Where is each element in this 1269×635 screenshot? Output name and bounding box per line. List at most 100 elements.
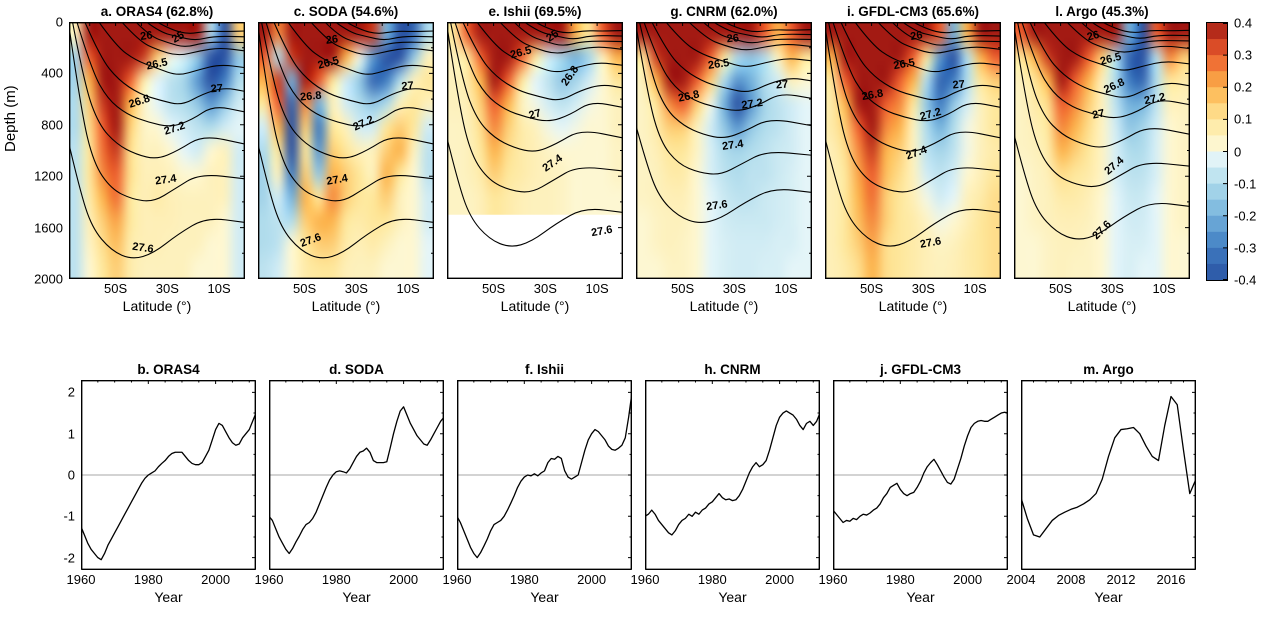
timeseries-canvas-f [457, 380, 632, 570]
colorbar-tick-label: -0.1 [1234, 176, 1257, 192]
lat-tick-row-e: 50S 30S 10S [447, 279, 623, 297]
plot-area-l [1014, 22, 1190, 279]
lat-tick-label: 30S [344, 281, 368, 296]
year-tick-row-j: 1960 1980 2000 [819, 570, 1008, 588]
plot-area-f [457, 380, 632, 570]
value-tick-label: -2 [63, 550, 75, 566]
plot-area-b: -2 -1 0 1 2 [63, 380, 256, 570]
panel-title-l: l. Argo (45.3%) [1055, 4, 1149, 19]
colorbar-tick-label: 0.4 [1234, 15, 1253, 31]
depth-axis-label: Depth (m) [2, 85, 19, 152]
depth-tick-label: 1200 [34, 168, 63, 184]
year-tick-label: 1960 [630, 572, 660, 587]
lat-tick-row-c: 50S 30S 10S [258, 279, 434, 297]
year-tick-label: 2000 [201, 572, 231, 587]
year-tick-label: 2000 [577, 572, 607, 587]
section-panel-l: l. Argo (45.3%) 50S 30S 10S Latitude (°) [1014, 2, 1190, 314]
colorbar-canvas [1206, 22, 1228, 281]
section-panel-g: g. CNRM (62.0%) 50S 30S 10S Latitude (°) [636, 2, 812, 314]
panel-title-m: m. Argo [1083, 362, 1134, 377]
year-axis-label-m: Year [1094, 589, 1123, 605]
value-tick-label: 1 [67, 426, 75, 442]
year-tick-label: 2012 [1106, 572, 1136, 587]
year-axis-label-f: Year [530, 589, 559, 605]
value-tick-label: 2 [67, 384, 75, 400]
value-tick-label: 0 [67, 467, 75, 483]
year-tick-label: 2016 [1156, 572, 1186, 587]
section-panel-a: a. ORAS4 (62.8%) 0 400 800 1200 1600 2000 50S 30… [34, 2, 245, 314]
plot-area-i [825, 22, 1001, 279]
depth-tick-label: 800 [41, 117, 63, 133]
year-tick-row-d: 1960 1980 2000 [255, 570, 444, 588]
colorbar-tick-label: 0 [1234, 144, 1242, 159]
section-canvas-a [69, 22, 245, 279]
lat-tick-row-i: 50S 30S 10S [825, 279, 1001, 297]
year-tick-label: 1960 [818, 572, 848, 587]
depth-tick-label: 2000 [34, 271, 63, 287]
lat-tick-label: 30S [533, 281, 557, 296]
plot-area-j [833, 380, 1008, 570]
section-canvas-l [1014, 22, 1190, 279]
plot-area-c [258, 22, 434, 279]
timeseries-panel-m: m. Argo 2004 2008 2012 2016 Year [1007, 360, 1196, 605]
timeseries-panel-j: j. GFDL-CM3 1960 1980 2000 Year [819, 360, 1008, 605]
plot-area-g [636, 22, 812, 279]
panel-title-d: d. SODA [329, 362, 384, 377]
plot-area-h [645, 380, 820, 570]
section-panel-c: c. SODA (54.6%) 50S 30S 10S Latitude (°) [258, 2, 434, 314]
timeseries-axis-gutter [0, 360, 81, 630]
year-tick-row-f: 1960 1980 2000 [443, 570, 632, 588]
section-canvas-i [825, 22, 1001, 279]
panel-title-g: g. CNRM (62.0%) [670, 4, 778, 19]
year-axis-label-j: Year [906, 589, 935, 605]
lat-axis-label-c: Latitude (°) [311, 298, 381, 314]
depth-tick-label: 1600 [34, 220, 63, 236]
year-tick-label: 1980 [133, 572, 163, 587]
year-tick-row-b: 1960 1980 2000 [67, 570, 256, 588]
lat-tick-label: 50S [104, 281, 128, 296]
section-canvas-g [636, 22, 812, 279]
year-axis-label-b: Year [154, 589, 183, 605]
panel-title-j: j. GFDL-CM3 [880, 362, 961, 377]
lat-tick-row-a: 50S 30S 10S [69, 279, 245, 297]
section-canvas-c [258, 22, 434, 279]
year-tick-label: 2008 [1056, 572, 1086, 587]
year-axis-label-d: Year [342, 589, 371, 605]
colorbar-tick-label: -0.2 [1234, 208, 1257, 224]
timeseries-panel-f: f. Ishii 1960 1980 2000 Year [443, 360, 632, 605]
panel-title-f: f. Ishii [524, 362, 564, 377]
lat-tick-label: 30S [155, 281, 179, 296]
timeseries-panel-h: h. CNRM 1960 1980 2000 Year [631, 360, 820, 605]
panel-title-i: i. GFDL-CM3 (65.6%) [846, 4, 979, 19]
year-tick-label: 2004 [1006, 572, 1036, 587]
year-tick-label: 1980 [509, 572, 539, 587]
lat-tick-label: 10S [1152, 281, 1176, 296]
lat-tick-label: 10S [963, 281, 987, 296]
year-tick-label: 1980 [885, 572, 915, 587]
timeseries-panel-d: d. SODA 1960 1980 2000 Year [255, 360, 444, 605]
colorbar: 0.4 0.3 0.2 0.1 0 -0.1 -0.2 -0.3 -0.4 [1206, 2, 1266, 288]
colorbar-tick-label: 0.1 [1234, 111, 1253, 127]
year-tick-label: 2000 [765, 572, 795, 587]
year-tick-label: 2000 [953, 572, 983, 587]
lat-axis-label-l: Latitude (°) [1067, 298, 1137, 314]
section-canvas-e [447, 22, 623, 279]
colorbar-tick-label: 0.3 [1234, 47, 1253, 63]
year-tick-label: 1960 [66, 572, 96, 587]
lat-axis-label-i: Latitude (°) [878, 298, 948, 314]
section-row: Depth (m) a. ORAS4 (62.8%) 0 400 800 1200 160… [0, 2, 1266, 352]
year-tick-label: 2000 [389, 572, 419, 587]
lat-axis-label-g: Latitude (°) [689, 298, 759, 314]
lat-tick-label: 50S [1049, 281, 1073, 296]
year-tick-row-m: 2004 2008 2012 2016 [1007, 570, 1196, 588]
section-panel-i: i. GFDL-CM3 (65.6%) 50S 30S 10S Latitude (°) [825, 2, 1001, 314]
lat-tick-label: 30S [722, 281, 746, 296]
plot-area-a: 0 400 800 1200 1600 2000 [34, 15, 245, 287]
year-tick-label: 1960 [254, 572, 284, 587]
timeseries-panel-b: b. ORAS4 -2 -1 0 1 2 1960 1980 2000 Year [63, 360, 256, 605]
timeseries-row: b. ORAS4 -2 -1 0 1 2 1960 1980 2000 Year d. SODA 19… [0, 360, 1196, 630]
lat-tick-label: 50S [671, 281, 695, 296]
timeseries-canvas-h [645, 380, 820, 570]
plot-area-d [269, 380, 444, 570]
